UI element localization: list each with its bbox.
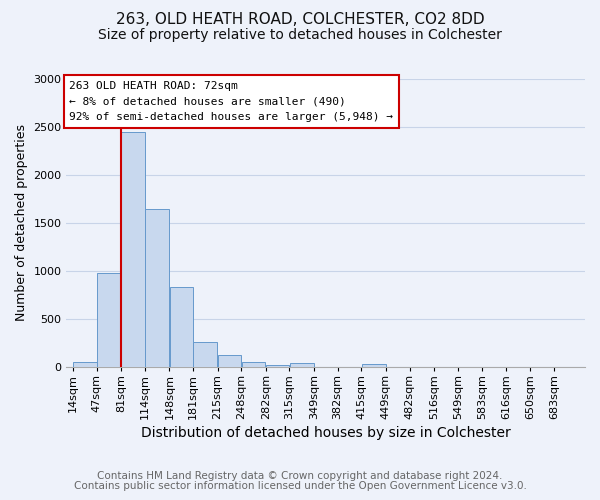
Bar xyxy=(170,288,193,367)
Bar xyxy=(242,362,265,367)
X-axis label: Distribution of detached houses by size in Colchester: Distribution of detached houses by size … xyxy=(140,426,510,440)
Bar xyxy=(73,362,97,367)
Text: Size of property relative to detached houses in Colchester: Size of property relative to detached ho… xyxy=(98,28,502,42)
Bar xyxy=(290,362,314,367)
Bar xyxy=(266,364,289,367)
Bar xyxy=(362,364,386,367)
Text: 263, OLD HEATH ROAD, COLCHESTER, CO2 8DD: 263, OLD HEATH ROAD, COLCHESTER, CO2 8DD xyxy=(116,12,484,28)
Text: Contains HM Land Registry data © Crown copyright and database right 2024.: Contains HM Land Registry data © Crown c… xyxy=(97,471,503,481)
Bar xyxy=(193,342,217,367)
Bar xyxy=(121,132,145,367)
Text: Contains public sector information licensed under the Open Government Licence v3: Contains public sector information licen… xyxy=(74,481,526,491)
Bar xyxy=(145,208,169,367)
Text: 263 OLD HEATH ROAD: 72sqm
← 8% of detached houses are smaller (490)
92% of semi-: 263 OLD HEATH ROAD: 72sqm ← 8% of detach… xyxy=(70,81,394,122)
Bar xyxy=(218,354,241,367)
Bar xyxy=(97,273,121,367)
Y-axis label: Number of detached properties: Number of detached properties xyxy=(15,124,28,322)
